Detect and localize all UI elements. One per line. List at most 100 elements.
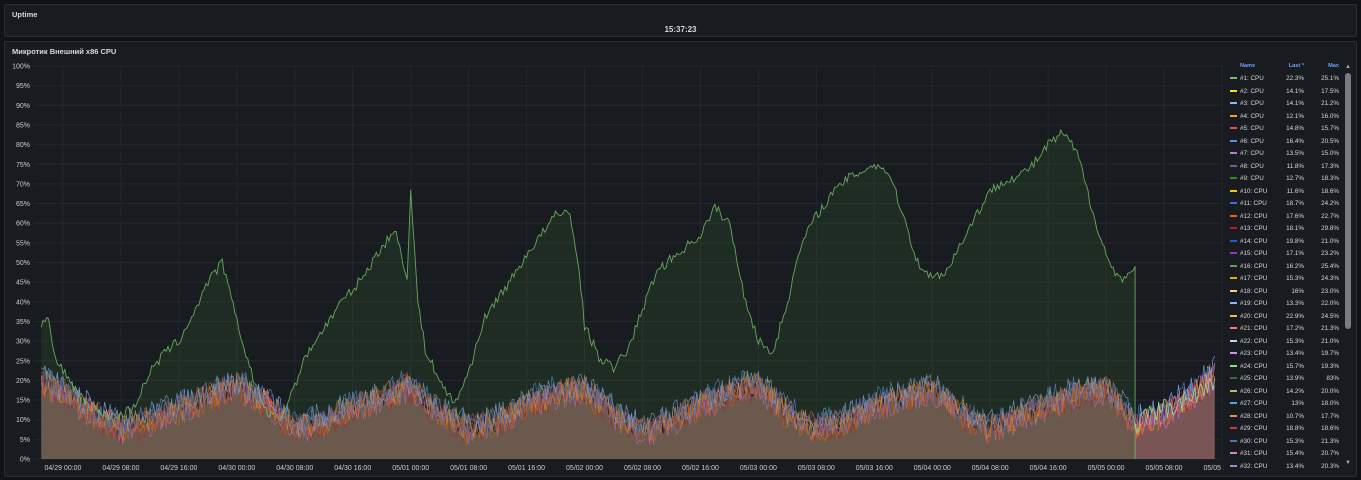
legend-swatch xyxy=(1230,114,1237,117)
legend-last-value: 16.2% xyxy=(1286,262,1304,270)
legend-max-value: 29.8% xyxy=(1321,225,1339,232)
legend-last-value: 15.3% xyxy=(1286,437,1304,445)
y-tick-label: 85% xyxy=(16,122,30,129)
legend-row[interactable]: #5: CPU 14.8% 15.7% xyxy=(1224,122,1342,134)
legend-row[interactable]: #13: CPU 18.1% 29.8% xyxy=(1224,222,1342,234)
legend-row[interactable]: #12: CPU 17.6% 22.7% xyxy=(1224,210,1342,222)
legend-last-value: 13.3% xyxy=(1286,300,1304,307)
legend-series-name: #14: CPU xyxy=(1240,237,1268,245)
legend-series-name: #11: CPU xyxy=(1240,200,1267,207)
legend-series-name: #27: CPU xyxy=(1240,400,1268,407)
cpu-panel-title[interactable]: Микротик Внешний x86 CPU xyxy=(12,47,117,56)
y-tick-label: 70% xyxy=(16,181,30,188)
legend-row[interactable]: #7: CPU 13.5% 15.0% xyxy=(1224,147,1342,159)
legend-series-name: #19: CPU xyxy=(1240,300,1268,307)
legend-row[interactable]: #20: CPU 22.9% 24.5% xyxy=(1224,310,1342,322)
legend-row[interactable]: #6: CPU 16.4% 20.5% xyxy=(1224,135,1342,147)
x-tick-label: 05/05 00:00 xyxy=(1088,465,1125,472)
legend-max-value: 22.0% xyxy=(1321,300,1339,307)
legend-max-value: 18.6% xyxy=(1321,187,1339,195)
legend-row[interactable]: #25: CPU 13.9% 83% xyxy=(1224,372,1342,384)
legend-header: Name Last * Max xyxy=(1224,62,1342,72)
legend-scrollbar[interactable]: ▲ ▼ xyxy=(1345,64,1351,468)
cpu-core-line xyxy=(41,363,1216,445)
legend-row[interactable]: #32: CPU 13.4% 20.3% xyxy=(1224,460,1342,472)
legend-header-name[interactable]: Name xyxy=(1240,63,1256,69)
y-tick-label: 80% xyxy=(16,142,30,149)
legend-swatch xyxy=(1230,389,1237,392)
legend-row[interactable]: #24: CPU 15.7% 19.3% xyxy=(1224,360,1342,372)
legend-series-name: #17: CPU xyxy=(1240,275,1268,282)
legend-swatch xyxy=(1230,464,1237,467)
legend-max-value: 24.5% xyxy=(1321,312,1339,320)
cpu-chart[interactable]: 0% 5% 10% 15% 20% 25% 30% 35% 40% 45% 50% 55% 60% 65%… xyxy=(0,0,1224,480)
x-tick-label: 05/02 08:00 xyxy=(624,465,661,472)
legend-row[interactable]: #27: CPU 13% 18.0% xyxy=(1224,397,1342,409)
legend-series-name: #32: CPU xyxy=(1240,462,1268,470)
x-tick-label: 05/03 16:00 xyxy=(856,465,893,472)
legend-header-max[interactable]: Max xyxy=(1328,63,1339,69)
legend-last-value: 18.7% xyxy=(1286,200,1304,207)
x-tick-label: 04/29 08:00 xyxy=(102,465,139,472)
legend-swatch xyxy=(1230,189,1237,192)
legend-row[interactable]: #15: CPU 17.1% 23.2% xyxy=(1224,247,1342,259)
legend-last-value: 18.8% xyxy=(1286,425,1304,432)
legend-row[interactable]: #4: CPU 12.1% 16.0% xyxy=(1224,110,1342,122)
legend-max-value: 23.0% xyxy=(1321,287,1339,295)
legend-row[interactable]: #2: CPU 14.1% 17.5% xyxy=(1224,85,1342,97)
scroll-down-icon[interactable]: ▼ xyxy=(1345,460,1351,466)
legend-row[interactable]: #9: CPU 12.7% 18.3% xyxy=(1224,172,1342,184)
legend-row[interactable]: #28: CPU 10.7% 17.7% xyxy=(1224,410,1342,422)
legend-last-value: 13% xyxy=(1291,400,1304,407)
legend-swatch xyxy=(1230,452,1237,454)
legend-last-value: 10.7% xyxy=(1286,412,1304,420)
uptime-value: 15:37:23 xyxy=(664,25,697,34)
legend-row[interactable]: #26: CPU 14.2% 20.0% xyxy=(1224,385,1342,397)
legend-last-value: 11.8% xyxy=(1286,162,1304,170)
legend-last-value: 14.8% xyxy=(1286,125,1304,132)
legend-last-value: 16% xyxy=(1291,287,1304,295)
legend-row[interactable]: #11: CPU 18.7% 24.2% xyxy=(1224,197,1342,209)
legend-row[interactable]: #19: CPU 13.3% 22.0% xyxy=(1224,297,1342,309)
legend-row[interactable]: #29: CPU 18.8% 18.6% xyxy=(1224,422,1342,434)
legend-row[interactable]: #18: CPU 16% 23.0% xyxy=(1224,285,1342,297)
uptime-title[interactable]: Uptime xyxy=(12,10,38,19)
legend-row[interactable]: #8: CPU 11.8% 17.3% xyxy=(1224,160,1342,172)
legend-max-value: 24.2% xyxy=(1321,200,1339,207)
legend-series-name: #10: CPU xyxy=(1240,187,1268,195)
legend-row[interactable]: #30: CPU 15.3% 21.3% xyxy=(1224,435,1342,447)
legend-swatch xyxy=(1230,177,1237,179)
legend-swatch xyxy=(1230,339,1237,342)
legend-swatch xyxy=(1230,402,1237,404)
legend-row[interactable]: #1: CPU 22.3% 25.1% xyxy=(1224,72,1342,84)
legend-series-name: #26: CPU xyxy=(1240,387,1268,395)
legend-series-name: #3: CPU xyxy=(1240,100,1264,107)
legend-series-name: #1: CPU xyxy=(1240,75,1264,82)
legend-row[interactable]: #10: CPU 11.6% 18.6% xyxy=(1224,185,1342,197)
legend-row[interactable]: #23: CPU 13.4% 19.7% xyxy=(1224,347,1342,359)
legend-header-last[interactable]: Last * xyxy=(1288,63,1304,69)
legend-row[interactable]: #16: CPU 16.2% 25.4% xyxy=(1224,260,1342,272)
legend-swatch xyxy=(1230,164,1237,167)
legend-swatch xyxy=(1230,364,1237,367)
scroll-up-icon[interactable]: ▲ xyxy=(1345,64,1351,70)
y-tick-label: 50% xyxy=(16,260,30,267)
cpu25-line xyxy=(40,128,1136,459)
legend-max-value: 17.3% xyxy=(1321,162,1339,170)
legend-row[interactable]: #3: CPU 14.1% 21.2% xyxy=(1224,97,1342,109)
legend-max-value: 18.3% xyxy=(1321,175,1339,182)
legend-last-value: 15.7% xyxy=(1286,362,1304,370)
legend-row[interactable]: #17: CPU 15.3% 24.3% xyxy=(1224,272,1342,284)
legend-row[interactable]: #14: CPU 19.8% 21.0% xyxy=(1224,235,1342,247)
legend-last-value: 19.8% xyxy=(1286,237,1304,245)
scroll-thumb[interactable] xyxy=(1345,73,1351,329)
legend-last-value: 22.3% xyxy=(1286,75,1304,82)
legend-row[interactable]: #31: CPU 15.4% 20.7% xyxy=(1224,447,1342,459)
legend-max-value: 20.5% xyxy=(1321,137,1339,145)
legend-row[interactable]: #21: CPU 17.2% 21.3% xyxy=(1224,322,1342,334)
legend-max-value: 15.0% xyxy=(1321,150,1339,157)
legend-max-value: 20.3% xyxy=(1321,462,1339,470)
legend-row[interactable]: #22: CPU 15.3% 21.0% xyxy=(1224,335,1342,347)
legend-series-name: #30: CPU xyxy=(1240,437,1268,445)
x-tick-label: 05/04 08:00 xyxy=(972,465,1009,472)
